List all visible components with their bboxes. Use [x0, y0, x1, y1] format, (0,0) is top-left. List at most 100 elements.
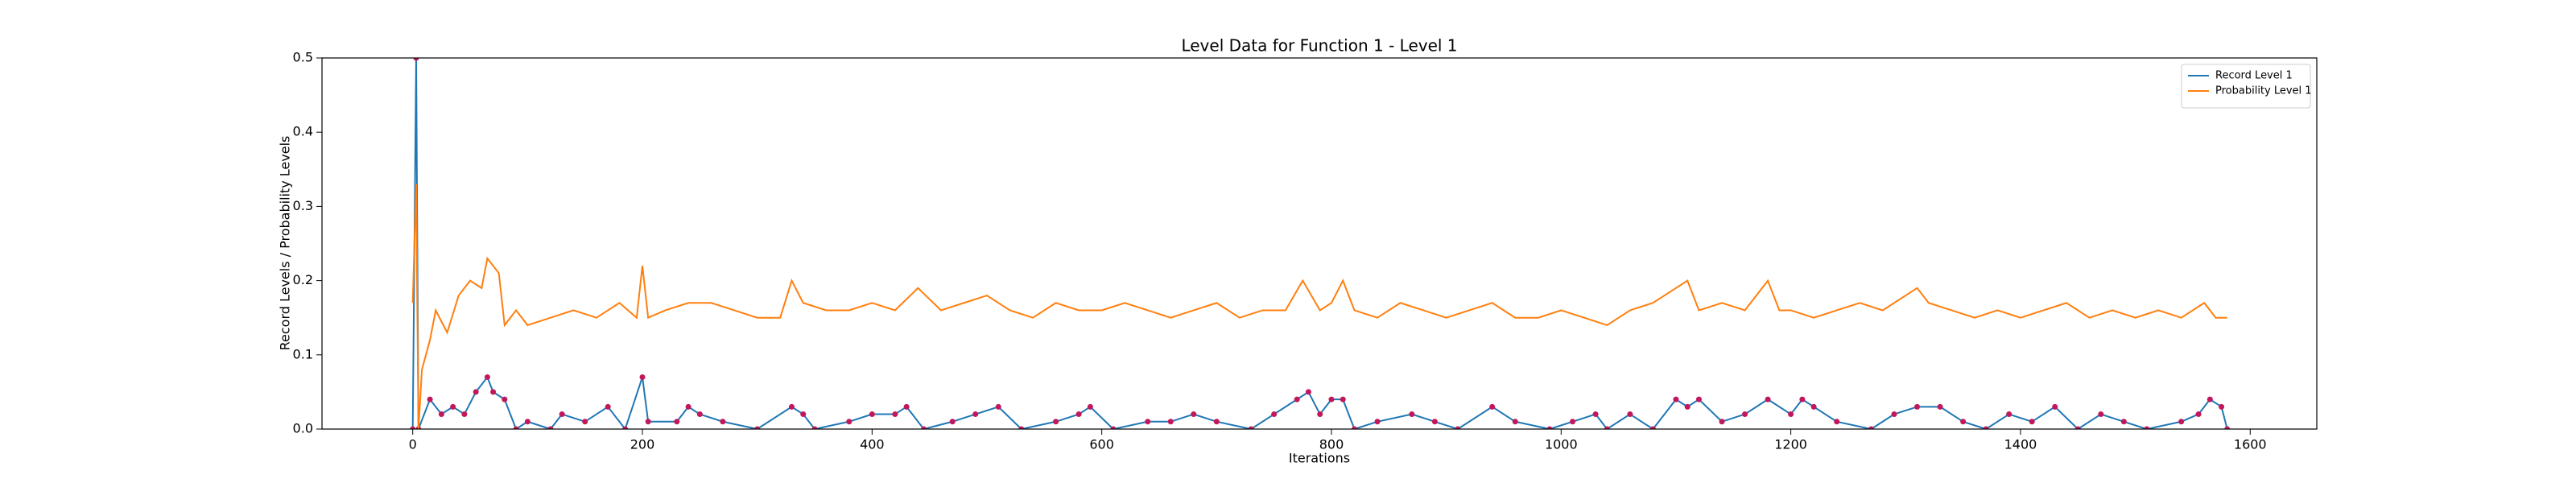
- series-marker: [1213, 419, 1220, 425]
- series-marker: [438, 411, 444, 418]
- series-marker: [869, 411, 875, 418]
- x-tick-label: 0: [409, 437, 417, 452]
- series-marker: [1592, 411, 1599, 418]
- series-marker: [484, 374, 490, 380]
- series-marker: [1248, 426, 1254, 429]
- series-marker: [1305, 389, 1311, 395]
- axes-frame: [321, 57, 2318, 430]
- y-tick-label: 0.1: [293, 346, 313, 361]
- series-marker: [450, 403, 456, 410]
- series-marker: [490, 389, 497, 395]
- series-marker: [972, 411, 979, 418]
- series-marker: [1489, 403, 1496, 410]
- series-marker: [1788, 411, 1794, 418]
- series-marker: [1742, 411, 1748, 418]
- series-marker: [1673, 396, 1679, 402]
- series-marker: [1409, 411, 1415, 418]
- series-marker: [903, 403, 910, 410]
- legend-label: Probability Level 1: [2215, 85, 2312, 97]
- series-line: [411, 184, 2227, 429]
- series-marker: [622, 426, 629, 429]
- x-tick-label: 1200: [1774, 437, 1807, 452]
- x-tick-label: 600: [1089, 437, 1114, 452]
- series-marker: [1455, 426, 1461, 429]
- series-marker: [1512, 419, 1518, 425]
- series-marker: [2029, 419, 2035, 425]
- x-tick-label: 1000: [1545, 437, 1578, 452]
- series-marker: [1431, 419, 1438, 425]
- series-marker: [1374, 419, 1381, 425]
- series-marker: [547, 426, 554, 429]
- series-marker: [1719, 419, 1725, 425]
- series-marker: [1110, 426, 1117, 429]
- series-marker: [1018, 426, 1025, 429]
- y-tick-label: 0.0: [293, 421, 313, 436]
- series-marker: [1810, 403, 1817, 410]
- series-marker: [513, 426, 519, 429]
- series-marker: [1087, 403, 1093, 410]
- legend-label: Record Level 1: [2215, 70, 2293, 82]
- series-marker: [645, 419, 651, 425]
- series-marker: [2224, 426, 2231, 429]
- series-marker: [2098, 411, 2104, 418]
- series-marker: [674, 419, 680, 425]
- series-marker: [2074, 426, 2081, 429]
- series-marker: [811, 426, 818, 429]
- series-marker: [1891, 411, 1897, 418]
- x-tick-label: 1600: [2234, 437, 2267, 452]
- x-tick-label: 400: [860, 437, 885, 452]
- series-marker: [788, 403, 795, 410]
- series-marker: [502, 396, 508, 402]
- series-marker: [427, 396, 433, 402]
- y-tick-label: 0.3: [293, 198, 313, 213]
- series-marker: [2207, 396, 2213, 402]
- series-marker: [685, 403, 691, 410]
- series-marker: [639, 374, 646, 380]
- series-marker: [1868, 426, 1874, 429]
- series-marker: [892, 411, 898, 418]
- series-marker: [995, 403, 1001, 410]
- series-marker: [1649, 426, 1656, 429]
- series-marker: [582, 419, 588, 425]
- y-axis-label: Record Levels / Probability Levels: [278, 136, 293, 351]
- series-marker: [2178, 419, 2185, 425]
- y-tick-label: 0.5: [293, 50, 313, 65]
- series-marker: [846, 419, 852, 425]
- series-marker: [1075, 411, 1082, 418]
- series-marker: [1145, 419, 1151, 425]
- series-marker: [1191, 411, 1197, 418]
- series-marker: [754, 426, 761, 429]
- series-marker: [2144, 426, 2150, 429]
- series-marker: [1983, 426, 1989, 429]
- series-marker: [2006, 411, 2013, 418]
- series-marker: [2052, 403, 2058, 410]
- series-marker: [1684, 403, 1690, 410]
- x-tick-label: 1400: [2004, 437, 2037, 452]
- series-marker: [1765, 396, 1771, 402]
- series-marker: [1271, 411, 1278, 418]
- series-marker: [1604, 426, 1610, 429]
- plot-area: [410, 58, 2231, 429]
- series-marker: [410, 426, 416, 429]
- series-marker: [1695, 396, 1702, 402]
- series-marker: [1627, 411, 1633, 418]
- legend-box: [2181, 64, 2311, 109]
- series-marker: [1570, 419, 1576, 425]
- series-marker: [1834, 419, 1840, 425]
- series-marker: [524, 419, 530, 425]
- series-marker: [921, 426, 927, 429]
- chart-title: Level Data for Function 1 - Level 1: [1181, 36, 1457, 56]
- series-marker: [461, 411, 468, 418]
- series-marker: [1352, 426, 1358, 429]
- series-marker: [949, 419, 956, 425]
- series-marker: [1546, 426, 1553, 429]
- series-marker: [1294, 396, 1300, 402]
- series-marker: [1053, 419, 1059, 425]
- series-marker: [413, 58, 419, 61]
- series-marker: [1317, 411, 1323, 418]
- y-tick-label: 0.2: [293, 272, 313, 287]
- series-marker: [2195, 411, 2202, 418]
- series-marker: [696, 411, 703, 418]
- series-marker: [1799, 396, 1806, 402]
